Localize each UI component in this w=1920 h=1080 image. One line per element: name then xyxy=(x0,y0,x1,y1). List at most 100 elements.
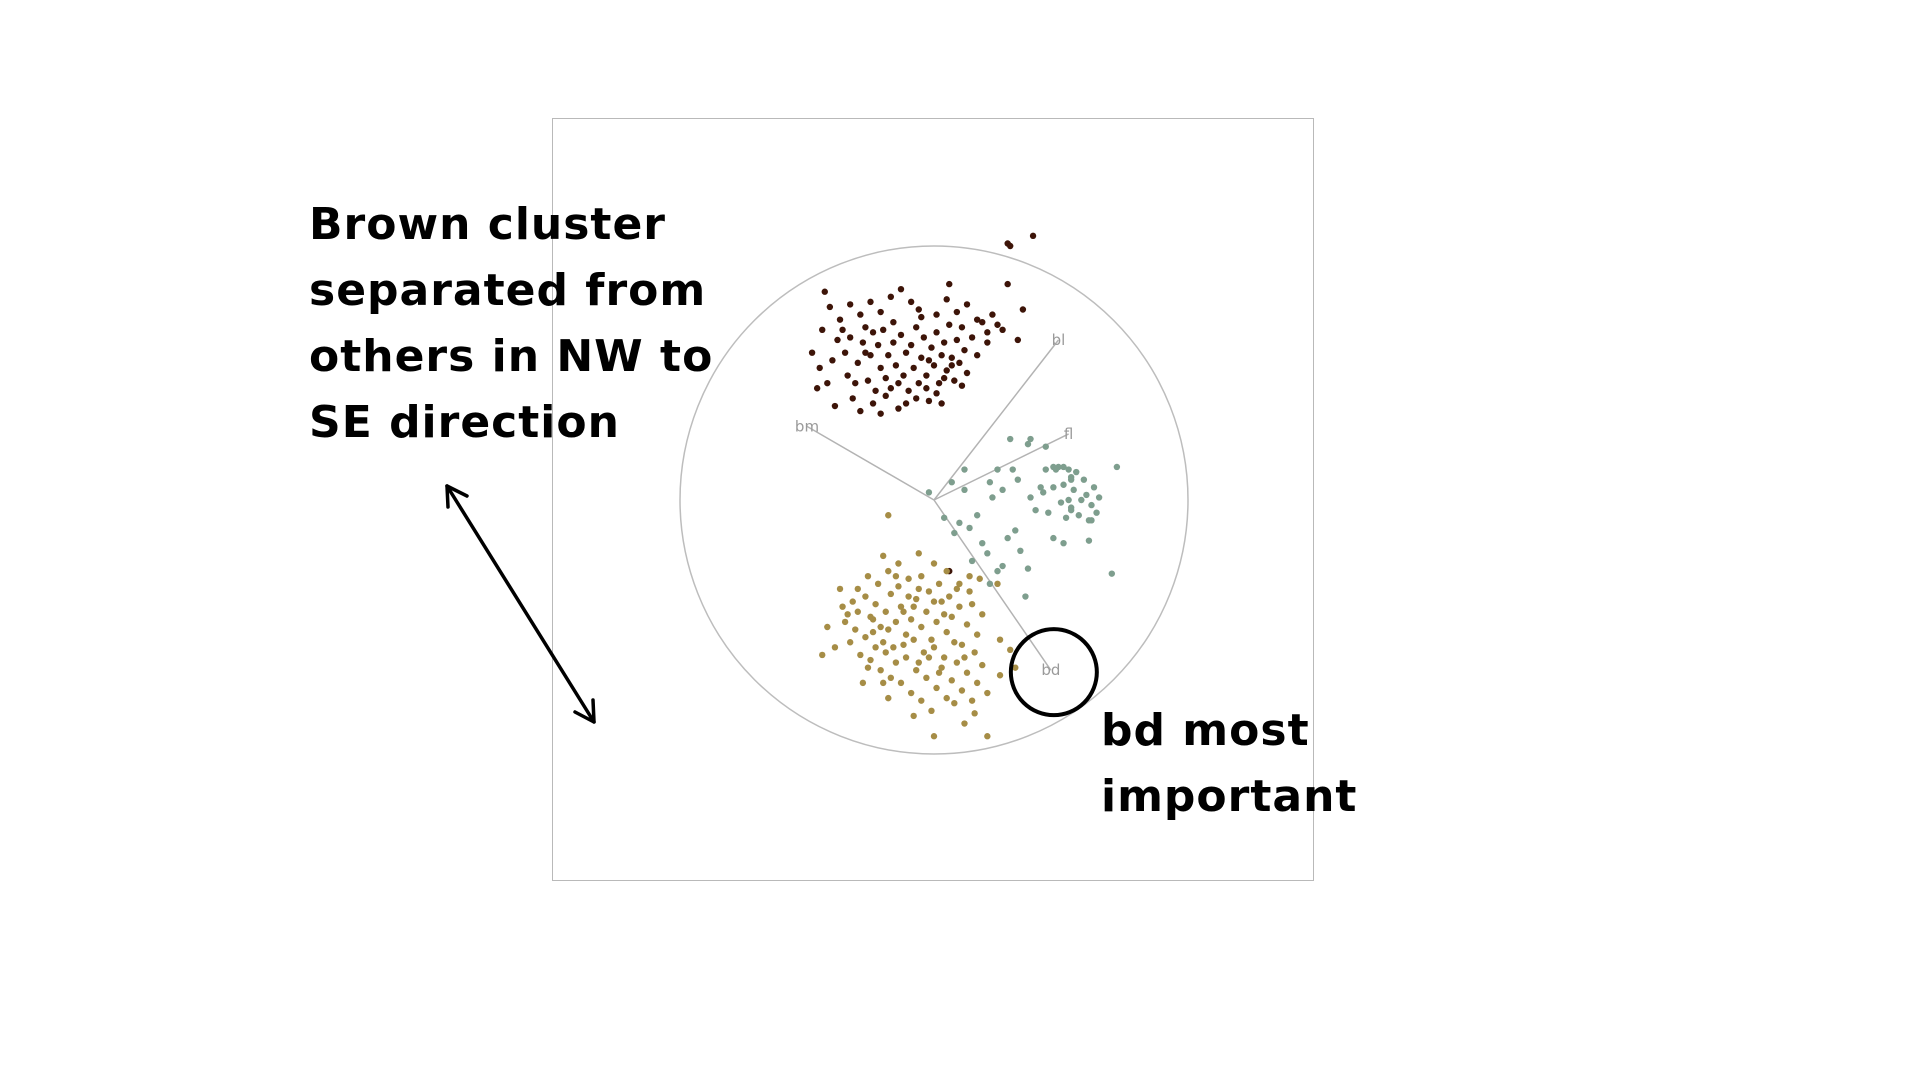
annotation-line: Brown cluster xyxy=(309,199,667,250)
data-point xyxy=(844,372,851,379)
data-point xyxy=(885,352,892,359)
data-point xyxy=(1078,496,1085,504)
data-point xyxy=(869,628,877,636)
data-point xyxy=(973,631,981,638)
data-point xyxy=(958,687,966,694)
data-point xyxy=(880,326,887,334)
data-point xyxy=(915,379,922,387)
data-point xyxy=(877,364,884,372)
data-point xyxy=(1029,232,1037,240)
data-point xyxy=(910,636,917,643)
data-point xyxy=(946,321,953,328)
data-point xyxy=(971,710,978,717)
data-point xyxy=(963,369,971,377)
data-point xyxy=(935,379,943,387)
data-point xyxy=(956,580,963,588)
data-point xyxy=(956,519,963,527)
data-point xyxy=(844,611,851,618)
data-point xyxy=(1065,496,1072,504)
data-point xyxy=(859,339,867,346)
data-point xyxy=(867,656,874,664)
data-point xyxy=(808,349,816,356)
data-point xyxy=(948,354,955,361)
data-point xyxy=(839,326,846,334)
axis-line-bm xyxy=(806,425,935,501)
data-point xyxy=(935,669,943,676)
data-point xyxy=(968,334,976,341)
data-point xyxy=(895,405,902,412)
data-point xyxy=(872,387,879,394)
data-point xyxy=(852,626,859,633)
data-point xyxy=(897,679,905,687)
data-point xyxy=(831,402,839,410)
data-point xyxy=(1088,517,1095,524)
data-point xyxy=(895,583,902,590)
data-point xyxy=(890,319,897,326)
plot-frame xyxy=(552,118,1314,881)
data-point xyxy=(849,598,856,605)
data-point xyxy=(882,608,889,615)
data-point xyxy=(841,349,849,356)
data-point xyxy=(966,524,973,532)
data-point xyxy=(913,666,920,674)
data-point xyxy=(984,329,991,336)
data-point xyxy=(1083,491,1090,499)
data-point xyxy=(877,308,884,316)
data-point xyxy=(940,611,948,618)
data-point xyxy=(1095,494,1103,501)
data-point xyxy=(984,339,991,346)
data-point xyxy=(887,385,895,392)
data-point xyxy=(895,560,902,567)
data-point xyxy=(1090,484,1098,491)
data-point xyxy=(925,654,933,661)
data-point xyxy=(961,346,968,354)
data-point xyxy=(867,298,874,306)
data-point xyxy=(882,374,889,382)
data-point xyxy=(935,580,943,588)
data-point xyxy=(918,573,925,580)
data-point xyxy=(846,301,854,308)
data-point xyxy=(918,354,925,361)
data-point xyxy=(961,466,968,473)
data-point xyxy=(885,512,892,519)
data-point xyxy=(1073,468,1080,476)
data-point xyxy=(925,397,933,405)
data-point xyxy=(938,352,945,359)
data-point xyxy=(938,400,945,407)
data-point xyxy=(872,644,879,651)
data-point xyxy=(979,319,986,326)
data-point xyxy=(966,588,973,595)
data-point xyxy=(953,659,961,666)
data-point xyxy=(930,362,938,369)
data-point xyxy=(940,514,948,521)
data-point xyxy=(956,359,963,367)
data-point xyxy=(1060,481,1067,488)
data-point xyxy=(910,712,917,720)
data-point xyxy=(956,603,963,610)
data-point xyxy=(1060,463,1067,471)
data-point xyxy=(943,296,950,303)
data-point xyxy=(880,639,887,646)
data-point xyxy=(933,390,940,397)
arrowhead-icon xyxy=(445,484,469,509)
annotation-bd-important: bd most important xyxy=(1101,698,1357,830)
data-point xyxy=(958,324,966,331)
data-point xyxy=(890,644,897,651)
data-point xyxy=(918,623,925,631)
data-point xyxy=(946,593,953,600)
data-point xyxy=(1085,537,1093,544)
data-point xyxy=(885,626,892,633)
data-point xyxy=(1032,506,1039,514)
data-point xyxy=(872,600,879,608)
data-point xyxy=(859,679,867,687)
data-point xyxy=(854,359,861,367)
data-point xyxy=(1012,527,1019,534)
data-point xyxy=(900,372,907,379)
data-point xyxy=(1014,476,1022,483)
data-point xyxy=(1093,509,1100,516)
axis-label-bd: bd xyxy=(1041,661,1060,679)
data-point xyxy=(958,382,966,389)
data-point xyxy=(857,651,864,659)
data-point xyxy=(948,362,955,369)
data-point xyxy=(986,479,994,486)
